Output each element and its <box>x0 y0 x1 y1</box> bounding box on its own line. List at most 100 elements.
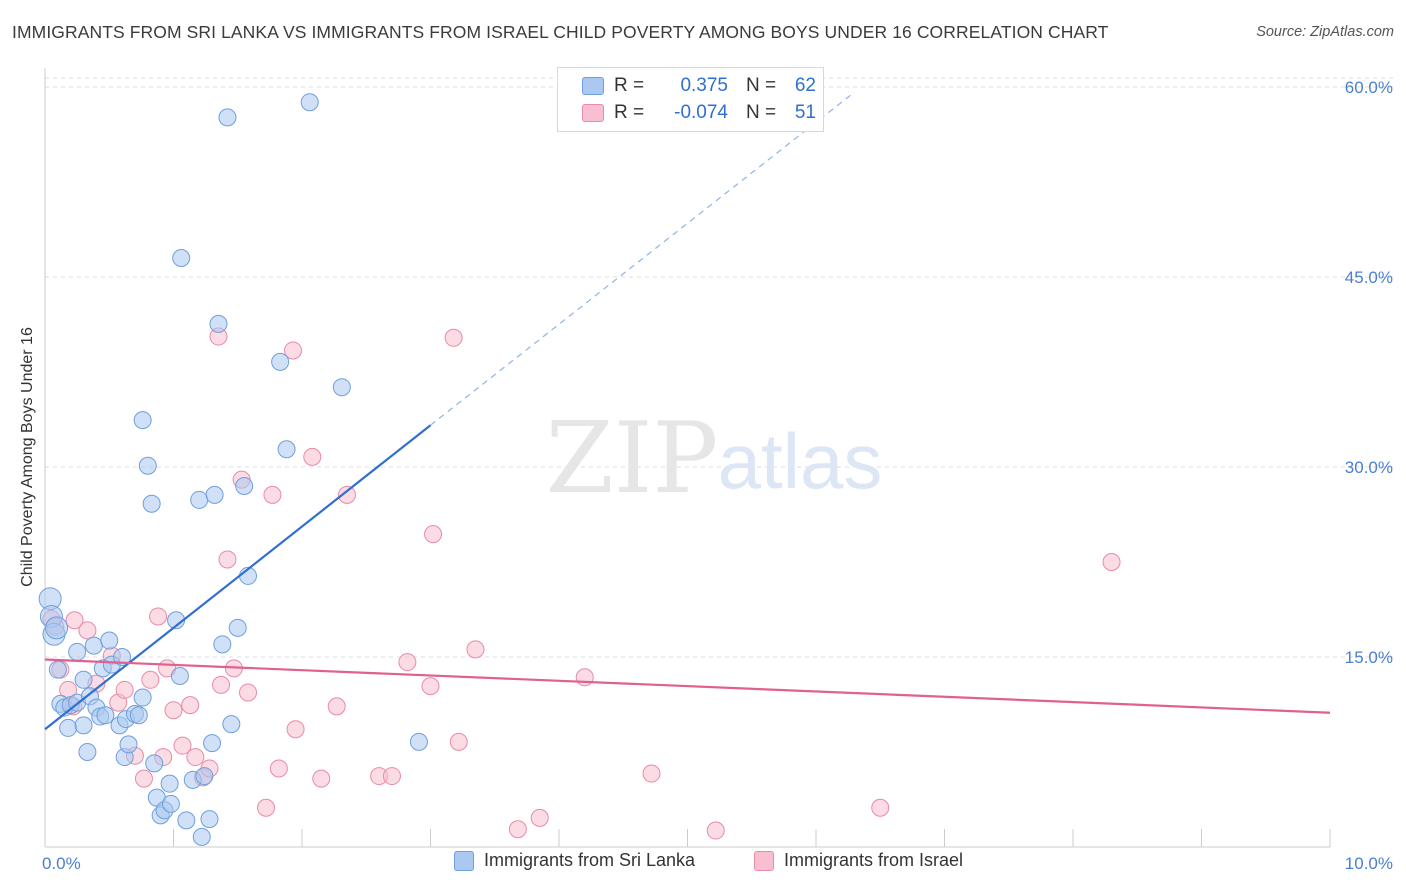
israel-point <box>508 820 527 839</box>
israel-point <box>257 798 276 817</box>
israel-point <box>337 485 356 504</box>
y-tick-label: 45.0% <box>1345 268 1393 287</box>
sri-lanka-point <box>119 735 138 754</box>
israel-trend-line <box>44 658 1331 714</box>
israel-point <box>173 736 192 755</box>
y-axis-label: Child Poverty Among Boys Under 16 <box>19 327 36 587</box>
trend-lines <box>44 91 1331 731</box>
legend-n-label: N = <box>746 102 777 123</box>
sri-lanka-point <box>228 618 247 637</box>
sri-lanka-point <box>235 477 254 495</box>
legend-n-value: 62 <box>794 75 816 96</box>
israel-point <box>466 640 485 659</box>
sri-lanka-point <box>200 810 219 829</box>
sri-lanka-point <box>59 718 78 737</box>
israel-point <box>421 677 440 696</box>
israel-point <box>181 696 200 715</box>
legend-r-value: 0.375 <box>680 75 728 96</box>
bottom-legend-israel: Immigrants from Israel <box>754 850 963 871</box>
sri-lanka-point <box>203 734 222 753</box>
watermark-zip: ZIP <box>546 402 719 516</box>
israel-point <box>706 821 725 840</box>
x-tick-label: 10.0% <box>1345 854 1393 873</box>
sri-lanka-point <box>84 636 103 655</box>
legend-n-value: 51 <box>794 102 816 123</box>
sri-lanka-point <box>142 494 161 513</box>
sri-lanka-points <box>38 93 428 846</box>
israel-point <box>218 550 237 569</box>
israel-point <box>382 767 401 786</box>
legend-row-sri-lanka: R = 0.375 N = 62 <box>558 73 816 99</box>
sri-lanka-point <box>192 827 211 846</box>
sri-lanka-point <box>160 774 179 793</box>
bottom-legend-swatch-pink <box>754 850 774 871</box>
bottom-legend-label-sri-lanka: Immigrants from Sri Lanka <box>484 850 696 870</box>
stats-legend: R = 0.375 N = 62 R = -0.074 N = 51 <box>557 67 824 132</box>
sri-lanka-point <box>271 352 290 371</box>
israel-point <box>444 328 463 347</box>
israel-point <box>424 525 443 544</box>
israel-point <box>141 670 160 689</box>
sri-lanka-trend-line <box>44 424 432 731</box>
chart-title: IMMIGRANTS FROM SRI LANKA VS IMMIGRANTS … <box>12 22 1109 42</box>
sri-lanka-point <box>205 485 224 504</box>
israel-point <box>212 675 231 694</box>
sri-lanka-point <box>177 811 196 830</box>
israel-point <box>164 701 183 720</box>
sri-lanka-point <box>195 767 214 786</box>
axes <box>44 68 1331 848</box>
israel-point <box>239 683 258 702</box>
x-tick-label: 0.0% <box>42 854 81 873</box>
sri-lanka-point <box>74 670 93 689</box>
sri-lanka-point <box>277 440 296 459</box>
israel-point <box>115 680 134 699</box>
israel-point <box>312 769 331 788</box>
israel-point <box>186 748 205 767</box>
israel-point <box>269 759 288 778</box>
sri-lanka-point <box>68 642 87 661</box>
sri-lanka-point <box>300 93 319 112</box>
legend-n-label: N = <box>746 75 777 96</box>
israel-points <box>42 327 1121 840</box>
israel-point <box>398 653 417 672</box>
legend-r-label: R = <box>614 75 645 96</box>
sri-lanka-point <box>113 648 132 666</box>
sri-lanka-point <box>78 743 97 761</box>
sri-lanka-point <box>138 456 157 475</box>
israel-point <box>871 798 890 817</box>
sri-lanka-point <box>409 732 428 751</box>
israel-point <box>286 720 305 739</box>
israel-point <box>134 769 153 788</box>
sri-lanka-point <box>129 706 148 725</box>
sri-lanka-point <box>222 715 241 734</box>
sri-lanka-trend-extension <box>430 91 855 426</box>
sri-lanka-point <box>161 794 180 813</box>
israel-point <box>284 341 303 360</box>
legend-swatch-blue <box>582 77 604 95</box>
legend-row-israel: R = -0.074 N = 51 <box>558 100 816 126</box>
bottom-legend-label-israel: Immigrants from Israel <box>784 850 964 870</box>
sri-lanka-point <box>213 635 232 654</box>
israel-point <box>149 607 168 626</box>
sri-lanka-point <box>218 108 237 127</box>
sri-lanka-point <box>133 411 152 430</box>
israel-point <box>263 485 282 504</box>
sri-lanka-point <box>172 249 191 267</box>
sri-lanka-point <box>74 716 93 735</box>
source-credit: Source: ZipAtlas.com <box>1256 24 1394 40</box>
sri-lanka-point <box>190 490 209 509</box>
israel-point <box>65 611 84 630</box>
sri-lanka-point <box>145 754 164 773</box>
sri-lanka-point <box>96 706 115 725</box>
y-tick-label: 60.0% <box>1345 78 1393 97</box>
y-tick-label: 15.0% <box>1345 648 1393 667</box>
israel-point <box>642 764 661 783</box>
legend-r-label: R = <box>614 102 645 123</box>
israel-point <box>327 697 346 716</box>
sri-lanka-point <box>48 660 67 679</box>
israel-point <box>303 447 322 466</box>
sri-lanka-point <box>332 378 351 397</box>
sri-lanka-point <box>133 688 152 707</box>
sri-lanka-point <box>209 314 228 333</box>
